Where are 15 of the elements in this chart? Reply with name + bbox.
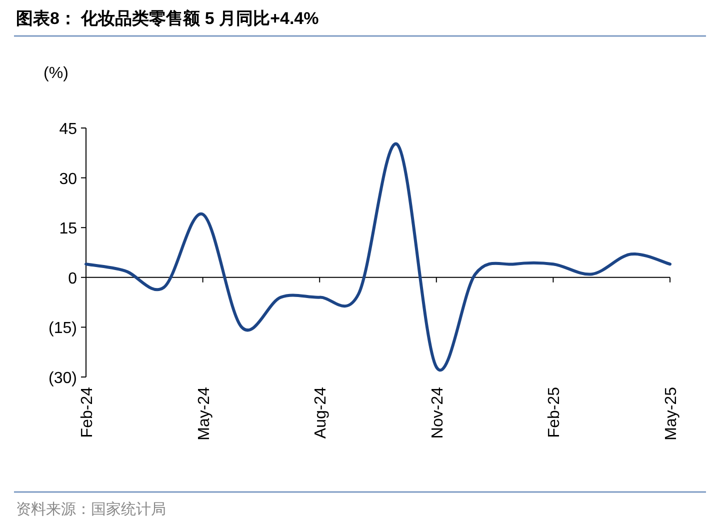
y-tick-label: 15 <box>59 220 78 238</box>
y-tick-label: 30 <box>59 170 78 188</box>
x-tick-label: May-25 <box>663 386 680 440</box>
x-tick-label: Nov-24 <box>429 386 446 439</box>
y-axis-title: (%) <box>44 65 68 82</box>
text: 资料来源：国家统计局 <box>16 501 166 518</box>
x-tick-label: May-24 <box>196 386 213 440</box>
x-tick-label: Feb-25 <box>546 386 564 438</box>
y-tick-label: 45 <box>59 121 78 138</box>
x-tick-label: Feb-24 <box>79 386 96 438</box>
y-tick-label: (15) <box>48 320 77 338</box>
y-tick-label: (30) <box>48 370 77 387</box>
x-tick-label: Aug-24 <box>312 386 330 439</box>
y-tick-label: 0 <box>68 270 78 288</box>
chart-title: 图表8： 化妆品类零售额 5 月同比+4.4% <box>16 9 319 28</box>
